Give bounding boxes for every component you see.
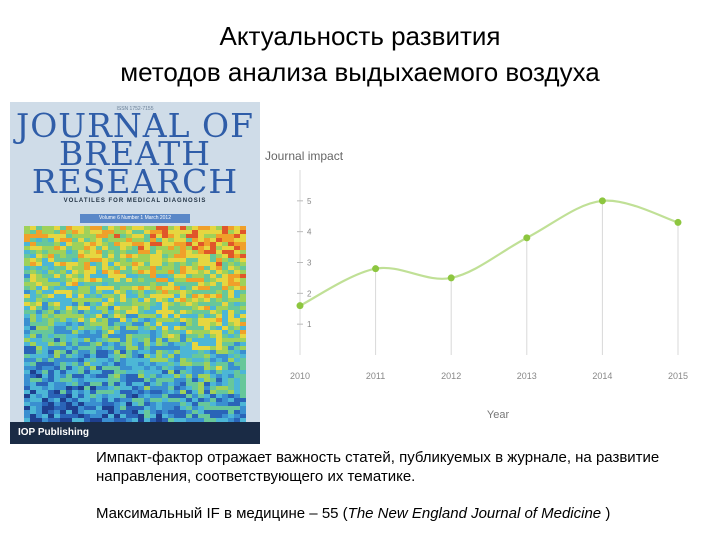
chart-title: Journal impact [265, 149, 344, 163]
slide-title: Актуальность развития методов анализа вы… [0, 18, 720, 90]
chart-y-tick-label: 3 [307, 259, 312, 268]
chart-y-tick-label: 5 [307, 197, 312, 206]
cover-volume: Volume 6 Number 1 March 2012 [80, 214, 190, 223]
chart-y-tick-label: 1 [307, 320, 312, 329]
chart-data-point [447, 274, 455, 282]
slide-title-line1: Актуальность развития [219, 21, 501, 51]
chart-data-point [296, 302, 304, 310]
cover-journal-line2: BREATH [58, 134, 211, 173]
cover-heatmap-art [24, 226, 246, 422]
chart-y-tick-label: 4 [307, 228, 312, 237]
chart-data-point [674, 218, 682, 226]
chart-data-point [523, 234, 531, 242]
cover-journal-name: JOURNAL OF BREATH RESEARCH [10, 106, 260, 201]
chart-x-tick-label: 2015 [668, 371, 688, 381]
cover-journal-line1: JOURNAL OF [15, 106, 254, 145]
cover-publisher: IOP Publishing [18, 427, 89, 438]
chart-data-point [598, 197, 606, 205]
chart-series-line [299, 199, 679, 307]
caption-max-if-journal: The New England Journal of Medicine [347, 505, 602, 522]
chart-x-tick-label: 2010 [290, 371, 310, 381]
caption-max-if-prefix: Максимальный IF в медицине – 55 ( [96, 505, 348, 522]
caption-max-if: Максимальный IF в медицине – 55 (The New… [96, 504, 706, 523]
cover-journal-line3: RESEARCH [31, 162, 239, 201]
chart-y-tick-label: 2 [307, 289, 312, 298]
chart-x-tick-label: 2014 [592, 371, 612, 381]
chart-x-tick-label: 2011 [366, 371, 385, 381]
cover-footer: IOP Publishing [10, 422, 260, 444]
chart-x-tick-label: 2012 [441, 371, 461, 381]
cover-subtitle: VOLATILES FOR MEDICAL DIAGNOSIS [63, 198, 207, 204]
caption-max-if-suffix: ) [601, 505, 611, 522]
impact-chart: Journal impact Year 2010 2011 2012 2013 2014… [265, 149, 688, 421]
caption-impact-factor: Импакт-фактор отражает важность статей, … [96, 449, 660, 485]
cover-issn: ISSN 1752-7155 [116, 106, 154, 112]
chart-x-axis-label: Year [487, 409, 510, 421]
journal-cover: ISSN 1752-7155 JOURNAL OF BREATH RESEARC… [10, 102, 260, 444]
slide-title-line2: методов анализа выдыхаемого воздуха [120, 57, 600, 87]
chart-x-tick-label: 2013 [517, 371, 537, 381]
chart-data-point [372, 265, 380, 273]
